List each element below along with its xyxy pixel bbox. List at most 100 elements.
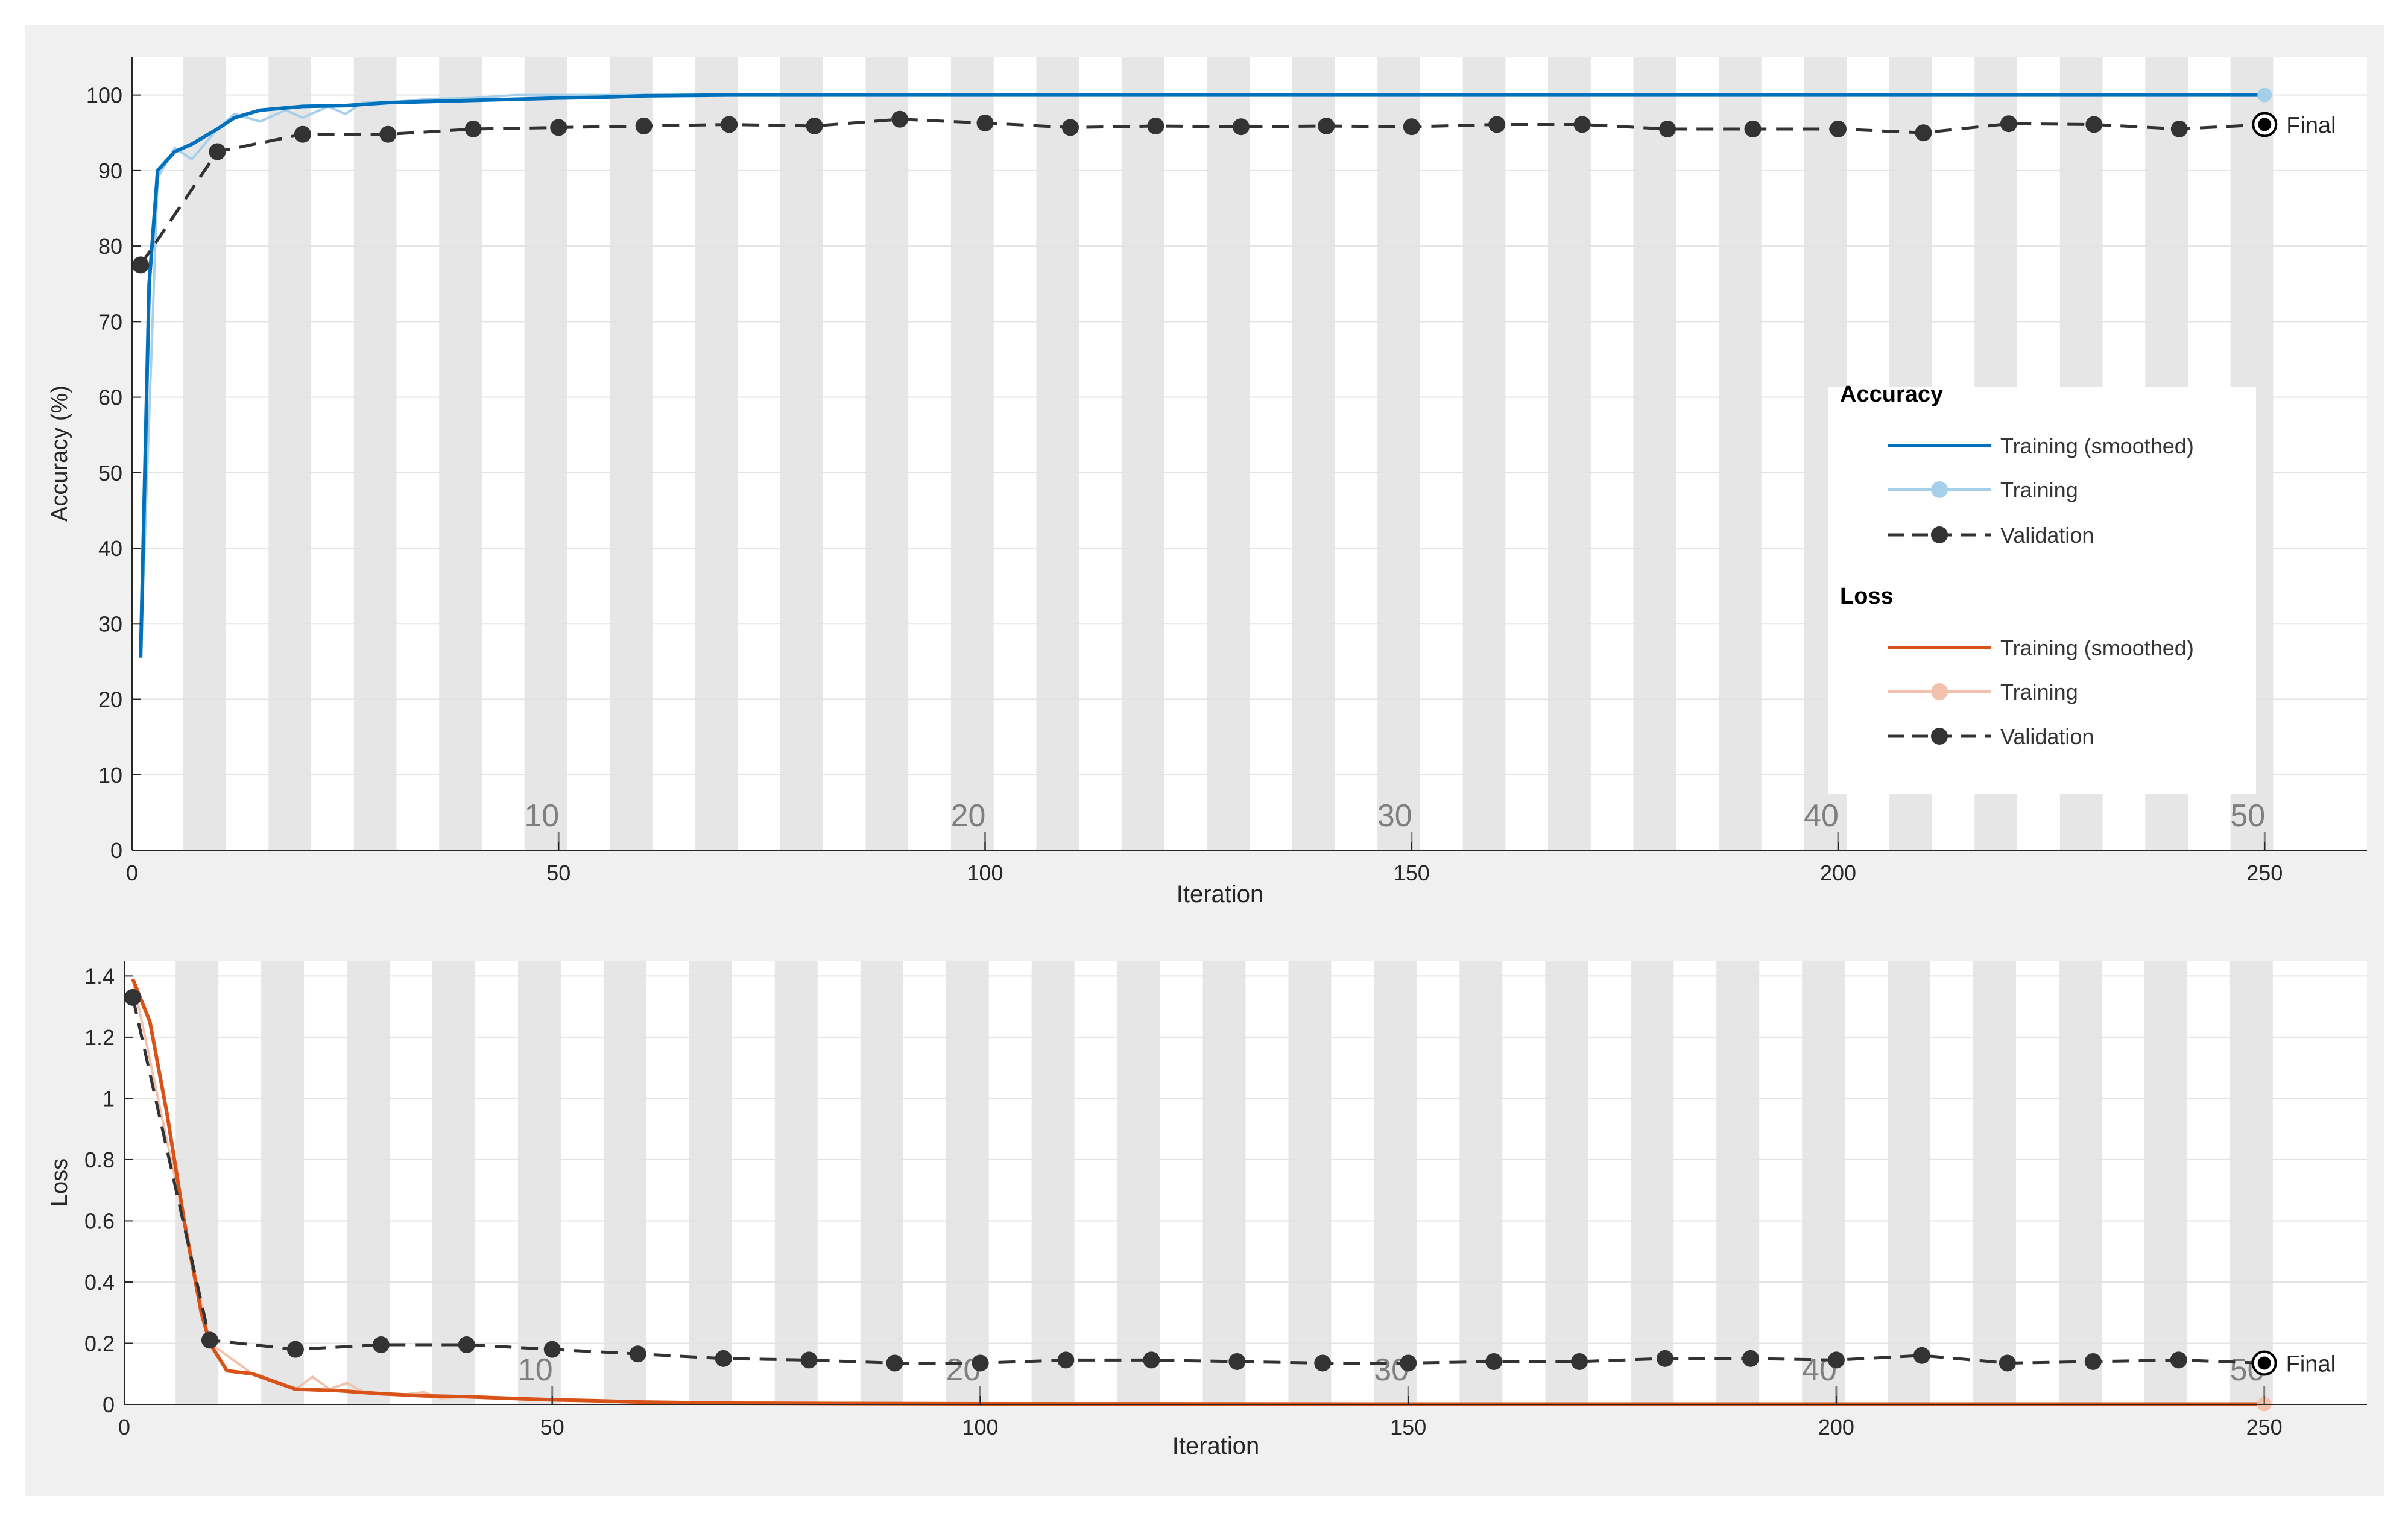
acc-y-tick-label: 20: [98, 687, 122, 712]
acc-y-tick-label: 10: [98, 763, 122, 788]
loss-epoch-band: [1545, 961, 1588, 1404]
loss-y-ticks: 0 0.2 0.4 0.6 0.8 1 1.2 1.4: [84, 964, 133, 1417]
legend-acc-training-marker: [1931, 481, 1948, 498]
legend-accuracy-title: Accuracy: [1840, 382, 1943, 407]
acc-epoch-band: [183, 57, 226, 850]
acc-validation-point: [1488, 116, 1506, 133]
acc-validation-point: [550, 119, 567, 136]
acc-validation-point: [464, 120, 482, 137]
loss-x-tick-label: 150: [1390, 1415, 1426, 1439]
loss-epoch-band: [347, 961, 390, 1404]
loss-y-tick-label: 1.4: [84, 964, 115, 988]
loss-y-tick-label: 1.2: [84, 1025, 115, 1050]
accuracy-y-axis-label: Accuracy (%): [47, 385, 72, 522]
loss-validation-point: [2084, 1353, 2102, 1370]
loss-epoch-band: [1288, 961, 1332, 1404]
acc-epoch-label: 50: [2230, 798, 2265, 833]
legend-loss-validation-marker: [1931, 728, 1948, 745]
loss-epoch-band: [946, 961, 989, 1404]
acc-validation-point: [1744, 120, 1762, 137]
acc-epoch-label: 10: [524, 798, 559, 833]
loss-epoch-band: [2229, 961, 2273, 1404]
loss-x-ticks: 0 50 100 150 200 250: [118, 1396, 2283, 1439]
acc-epoch-band: [1548, 57, 1591, 850]
acc-validation-point: [1318, 117, 1335, 134]
loss-validation-point: [2170, 1351, 2187, 1369]
loss-epoch-band: [2144, 961, 2187, 1404]
acc-epoch-band: [1377, 57, 1420, 850]
loss-y-axis-label: Loss: [47, 1158, 72, 1207]
acc-epoch-band: [1292, 57, 1335, 850]
loss-x-tick-label: 50: [540, 1415, 564, 1439]
acc-validation-point: [1659, 120, 1676, 137]
loss-epoch-bands: [175, 961, 2273, 1404]
loss-y-tick-label: 1: [103, 1086, 115, 1111]
loss-validation-point: [1657, 1350, 1674, 1367]
acc-validation-point: [1061, 119, 1079, 136]
loss-validation-point: [886, 1354, 903, 1372]
acc-epoch-band: [524, 57, 567, 850]
loss-epoch-band: [1117, 961, 1160, 1404]
legend-loss-training-marker: [1931, 683, 1948, 700]
acc-epoch-band: [1718, 57, 1762, 850]
accuracy-x-axis-label: Iteration: [1177, 881, 1264, 908]
plot-panel: 10 20 30 40 50 Final 0 10 20 30 40 50 60 70 80 90 100 …: [25, 25, 2384, 1496]
loss-validation-point: [201, 1331, 218, 1349]
acc-x-tick-label: 150: [1394, 861, 1430, 885]
loss-final-label: Final: [2286, 1351, 2336, 1377]
acc-validation-line: [139, 118, 2265, 266]
acc-epoch-band: [950, 57, 994, 850]
acc-epoch-band: [780, 57, 823, 850]
loss-validation-point: [1143, 1351, 1160, 1369]
acc-epoch-band: [1036, 57, 1079, 850]
loss-validation-point: [286, 1341, 304, 1358]
acc-y-tick-label: 60: [98, 385, 122, 410]
loss-final-dot: [2257, 1356, 2271, 1370]
acc-epoch-label: 40: [1804, 798, 1839, 833]
accuracy-series: [132, 93, 2274, 658]
acc-validation-point: [294, 125, 311, 143]
loss-epoch-band: [1716, 961, 1760, 1404]
acc-epoch-band: [865, 57, 909, 850]
legend-loss-smoothed-label: Training (smoothed): [2000, 636, 2194, 660]
acc-epoch-band: [268, 57, 312, 850]
loss-validation-point: [629, 1345, 646, 1363]
acc-validation-point: [1403, 118, 1420, 136]
loss-validation-point: [1827, 1351, 1845, 1369]
acc-validation-point: [379, 125, 397, 143]
loss-epoch-band: [1631, 961, 1674, 1404]
accuracy-final-marker: Final: [2252, 87, 2336, 138]
acc-epoch-label: 30: [1377, 798, 1412, 833]
acc-epoch-label: 20: [951, 798, 986, 833]
acc-validation-point: [2170, 120, 2188, 137]
loss-y-tick-label: 0.4: [84, 1270, 115, 1295]
acc-epoch-band: [1462, 57, 1506, 850]
acc-validation-point: [1232, 118, 1250, 136]
loss-validation-line: [131, 997, 2264, 1365]
loss-y-tick-label: 0.2: [84, 1331, 115, 1356]
acc-y-tick-label: 100: [86, 83, 122, 108]
acc-final-dot: [2258, 118, 2272, 131]
legend-loss-validation-label: Validation: [2000, 724, 2094, 749]
accuracy-axis-lines: [131, 57, 2367, 851]
loss-validation-point: [372, 1336, 390, 1354]
loss-final-marker: Final: [2251, 1350, 2336, 1412]
loss-epoch-band: [1888, 961, 1931, 1404]
legend-acc-training-label: Training: [2000, 478, 2078, 502]
loss-validation-point: [1742, 1350, 1759, 1367]
loss-axis-lines: [124, 961, 2367, 1405]
loss-epoch-band: [1374, 961, 1417, 1404]
loss-validation-point: [543, 1341, 561, 1358]
accuracy-x-ticks: 0 50 100 150 200 250: [126, 842, 2283, 885]
loss-x-tick-label: 250: [2246, 1415, 2283, 1439]
acc-y-tick-label: 30: [98, 611, 122, 636]
acc-validation-point: [1147, 117, 1164, 134]
loss-validation-point: [1571, 1353, 1588, 1370]
acc-validation-point: [806, 117, 823, 134]
acc-validation-point: [1830, 120, 1847, 137]
acc-epoch-band: [439, 57, 482, 850]
legend-acc-validation-marker: [1931, 526, 1948, 543]
accuracy-epoch-labels: 10 20 30 40 50: [524, 798, 2266, 850]
training-progress-chart: 10 20 30 40 50 Final 0102030405060708090100 …: [47, 57, 2367, 1459]
loss-epoch-band: [517, 961, 561, 1404]
